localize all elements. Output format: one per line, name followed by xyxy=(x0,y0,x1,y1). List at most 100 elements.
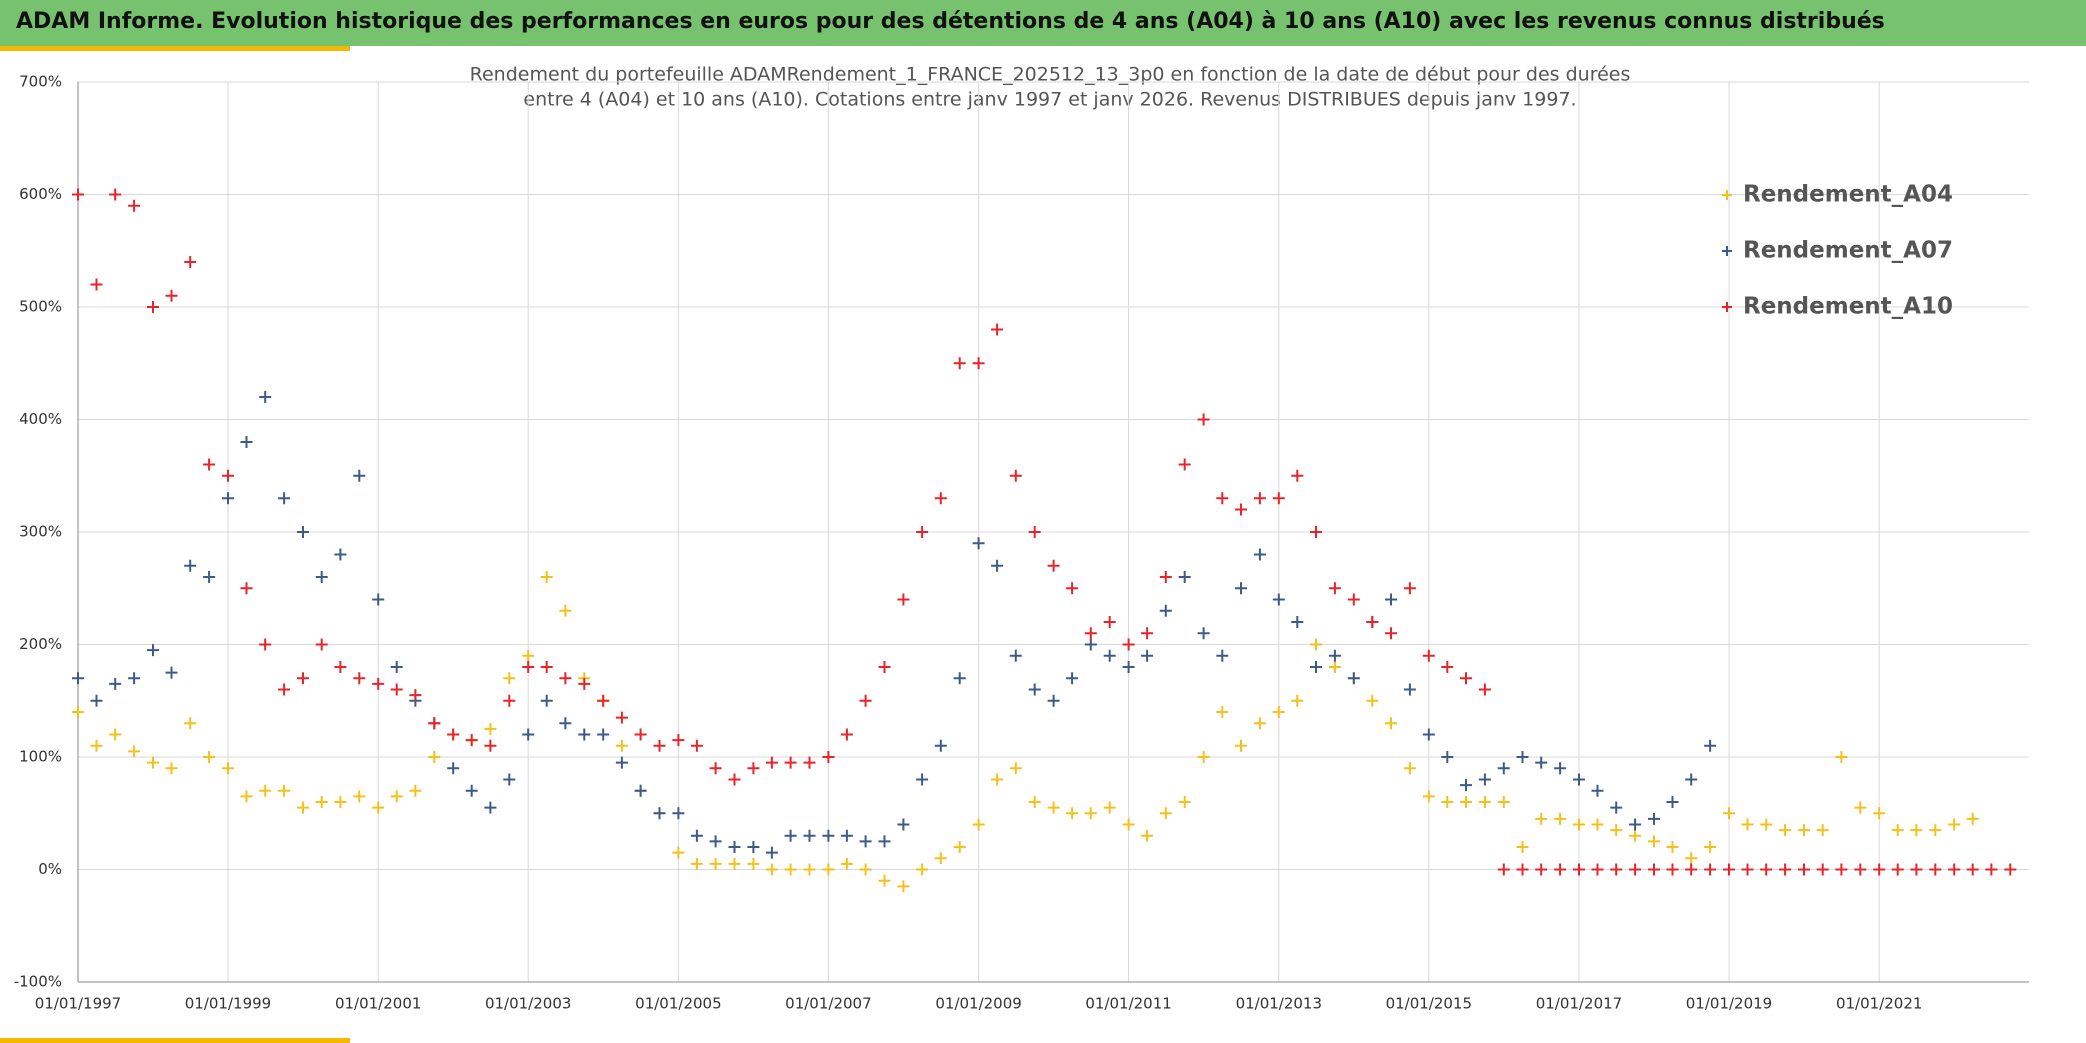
data-point xyxy=(1985,863,1998,876)
data-point xyxy=(128,199,141,212)
data-point xyxy=(1459,779,1472,792)
data-point xyxy=(1310,661,1322,673)
data-point xyxy=(1779,824,1792,837)
data-point xyxy=(146,644,159,657)
data-point xyxy=(840,728,853,741)
data-point xyxy=(615,711,628,724)
x-tick-label: 01/01/2019 xyxy=(1686,995,1772,1013)
data-point xyxy=(184,559,197,572)
y-tick-label: 200% xyxy=(19,635,62,653)
data-point xyxy=(597,694,610,707)
data-point xyxy=(1403,762,1416,775)
legend-marker xyxy=(1722,190,1732,200)
data-point xyxy=(1216,649,1229,662)
data-point xyxy=(840,857,853,870)
data-point xyxy=(934,739,947,752)
data-point xyxy=(1385,627,1397,640)
data-point xyxy=(1610,863,1623,876)
data-point xyxy=(165,762,178,775)
data-point xyxy=(296,801,309,814)
data-point xyxy=(1366,694,1379,707)
data-point xyxy=(1516,863,1529,876)
data-point xyxy=(1291,469,1304,482)
data-point xyxy=(221,492,234,505)
data-point xyxy=(1159,807,1172,820)
data-point xyxy=(278,683,291,696)
data-point xyxy=(128,672,141,685)
data-point xyxy=(1666,841,1679,853)
data-point xyxy=(1441,661,1454,673)
data-point xyxy=(765,756,778,769)
data-point xyxy=(1291,616,1304,628)
data-point xyxy=(165,289,178,302)
data-point xyxy=(747,841,760,853)
data-point xyxy=(784,829,797,842)
data-point xyxy=(540,694,553,707)
data-point xyxy=(1798,863,1810,876)
data-point xyxy=(615,756,628,769)
data-point xyxy=(315,571,328,583)
data-point xyxy=(709,857,722,870)
data-point xyxy=(184,717,197,730)
data-point xyxy=(503,694,516,707)
y-tick-label: 300% xyxy=(19,523,62,541)
data-point xyxy=(1666,796,1679,808)
data-point xyxy=(1047,694,1060,707)
data-point xyxy=(690,829,703,842)
data-point xyxy=(822,863,835,876)
data-point xyxy=(1554,812,1567,825)
data-point xyxy=(991,559,1004,572)
data-point xyxy=(203,751,216,763)
data-point xyxy=(747,857,760,870)
data-point xyxy=(1347,593,1360,606)
data-point xyxy=(597,728,610,741)
data-point xyxy=(1779,863,1792,876)
data-point xyxy=(1704,739,1717,752)
data-point xyxy=(1328,582,1341,595)
data-point xyxy=(690,857,703,870)
data-point xyxy=(1573,773,1586,786)
data-point xyxy=(221,762,234,775)
data-point xyxy=(465,784,478,797)
data-point xyxy=(1159,604,1172,617)
data-point xyxy=(1760,818,1773,831)
data-point xyxy=(1253,548,1266,561)
y-tick-label: -100% xyxy=(14,973,62,991)
data-point xyxy=(259,391,272,403)
data-point xyxy=(1028,796,1041,808)
data-point xyxy=(1253,492,1266,505)
data-point xyxy=(1948,863,1961,876)
data-point xyxy=(1591,784,1604,797)
data-point xyxy=(934,492,947,505)
data-point xyxy=(634,784,647,797)
data-point xyxy=(1497,863,1510,876)
data-point xyxy=(1216,492,1229,505)
data-point xyxy=(1910,863,1923,876)
legend-label: Rendement_A10 xyxy=(1743,294,1953,320)
data-point xyxy=(878,661,891,673)
x-tick-label: 01/01/2015 xyxy=(1386,995,1472,1013)
x-tick-label: 01/01/2003 xyxy=(485,995,571,1013)
data-point xyxy=(1516,751,1529,763)
data-point xyxy=(296,526,309,538)
data-point xyxy=(353,672,366,685)
data-point xyxy=(840,829,853,842)
data-point xyxy=(747,762,760,775)
data-point xyxy=(1685,773,1698,786)
data-point xyxy=(1741,863,1754,876)
data-point xyxy=(447,762,460,775)
data-point xyxy=(1347,672,1360,685)
data-point xyxy=(1610,824,1623,837)
data-point xyxy=(1648,863,1661,876)
data-point xyxy=(1610,801,1623,814)
data-point xyxy=(315,796,328,808)
legend-label: Rendement_A04 xyxy=(1743,182,1953,208)
data-point xyxy=(1591,863,1604,876)
data-point xyxy=(1591,818,1604,831)
data-point xyxy=(1629,829,1642,842)
data-point xyxy=(972,818,985,831)
data-point xyxy=(897,593,910,606)
data-point xyxy=(1516,841,1529,853)
data-point xyxy=(1310,638,1322,651)
data-point xyxy=(522,728,535,741)
